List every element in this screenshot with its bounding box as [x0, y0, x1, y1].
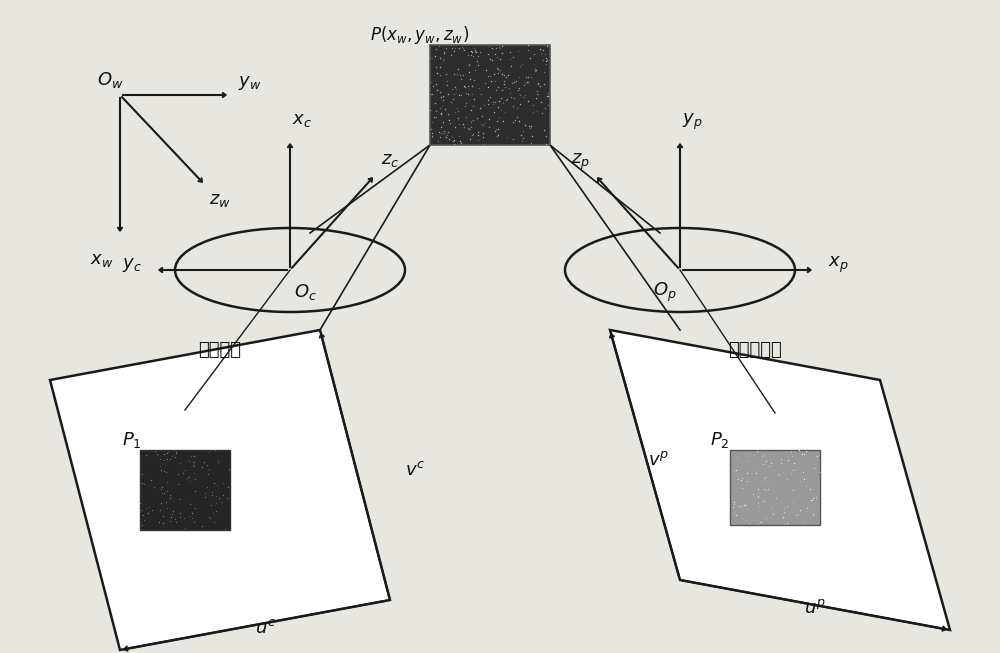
Text: $O_c$: $O_c$ — [294, 282, 316, 302]
Text: $y_p$: $y_p$ — [682, 112, 702, 132]
Text: $y_w$: $y_w$ — [238, 74, 262, 92]
Text: $x_p$: $x_p$ — [828, 255, 848, 275]
Text: $x_c$: $x_c$ — [292, 111, 312, 129]
Text: 相机镜头: 相机镜头 — [199, 341, 242, 359]
Text: $O_p$: $O_p$ — [653, 280, 677, 304]
Text: $z_w$: $z_w$ — [209, 191, 231, 209]
Text: $v^c$: $v^c$ — [405, 461, 425, 479]
Text: $y_c$: $y_c$ — [122, 256, 142, 274]
Text: $z_p$: $z_p$ — [571, 152, 589, 172]
Text: $P_2$: $P_2$ — [710, 430, 730, 450]
Text: $P_1$: $P_1$ — [122, 430, 142, 450]
Text: $u^p$: $u^p$ — [804, 599, 826, 617]
Polygon shape — [610, 330, 950, 630]
Text: $x_w$: $x_w$ — [90, 251, 114, 269]
Text: $z_c$: $z_c$ — [381, 151, 399, 169]
Text: $u^c$: $u^c$ — [255, 619, 275, 637]
Bar — [140, 450, 230, 530]
Text: $P(x_w,y_w,z_w)$: $P(x_w,y_w,z_w)$ — [370, 24, 470, 46]
Bar — [430, 45, 550, 145]
Polygon shape — [50, 330, 390, 650]
Text: 投影仪镜头: 投影仪镜头 — [728, 341, 782, 359]
Bar — [730, 450, 820, 525]
Text: $O_w$: $O_w$ — [97, 70, 123, 90]
Text: $v^p$: $v^p$ — [648, 451, 668, 469]
